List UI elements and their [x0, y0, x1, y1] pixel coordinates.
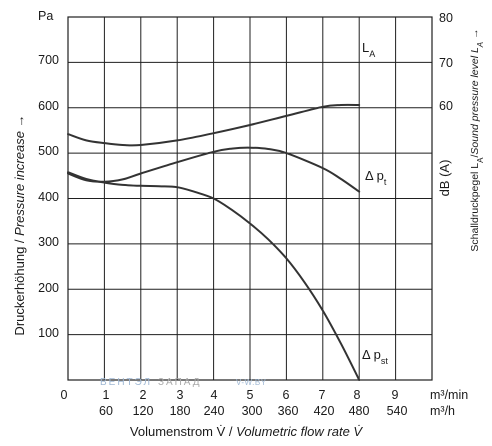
y-right-unit: dB (A)	[437, 160, 452, 197]
xb-tick-360: 360	[278, 404, 299, 418]
x-tick-6: 6	[283, 388, 290, 402]
x-tick-7: 7	[319, 388, 326, 402]
x-bottom-unit: m³/h	[430, 404, 455, 418]
watermark-mid: ЗАПАД	[158, 377, 202, 388]
xb-tick-60: 60	[99, 404, 113, 418]
watermark-left: ВЕНТЭЛ	[100, 377, 152, 388]
xb-tick-540: 540	[387, 404, 408, 418]
xb-tick-240: 240	[204, 404, 225, 418]
plot-frame	[67, 16, 433, 381]
label-dpt: Δ pt	[365, 168, 387, 187]
x-top-ticks: 0 1 2 3 4 5 6 7 8 9 m³/min	[61, 388, 469, 402]
xb-tick-480: 480	[349, 404, 370, 418]
series-line-la	[67, 103, 361, 147]
yr-tick-70: 70	[439, 56, 453, 70]
x-axis-title: Volumenstrom V̇ / Volumetric flow rate V…	[130, 424, 363, 439]
series-line-dpt	[67, 146, 361, 193]
yr-tick-80: 80	[439, 11, 453, 25]
watermark: ВЕНТЭЛ ЗАПАД V-W.BY	[100, 377, 267, 388]
label-la: LA	[362, 40, 375, 59]
series-line-dpst	[67, 171, 361, 381]
x-tick-3: 3	[177, 388, 184, 402]
y-tick-600: 600	[38, 99, 59, 113]
series-labels: LA Δ pt Δ pst	[362, 40, 388, 366]
x-tick-1: 1	[103, 388, 110, 402]
y-tick-700: 700	[38, 53, 59, 67]
xb-tick-120: 120	[133, 404, 154, 418]
y-right-title: Schalldruckpegel LA/Sound pressure level…	[469, 28, 485, 251]
x-tick-2: 2	[140, 388, 147, 402]
curves	[67, 103, 361, 381]
y-tick-400: 400	[38, 190, 59, 204]
x-tick-8: 8	[354, 388, 361, 402]
x-tick-0: 0	[61, 388, 68, 402]
x-top-unit: m³/min	[430, 388, 468, 402]
x-tick-4: 4	[211, 388, 218, 402]
y-right-ticks: 60 70 80	[439, 11, 453, 113]
x-tick-5: 5	[247, 388, 254, 402]
yr-tick-60: 60	[439, 99, 453, 113]
y-left-unit: Pa	[38, 9, 53, 23]
xb-tick-300: 300	[242, 404, 263, 418]
x-bottom-ticks: 60 120 180 240 300 360 420 480 540 m³/h	[99, 404, 455, 418]
y-left-ticks: Pa 100 200 300 400 500 600 700	[38, 9, 59, 340]
xb-tick-420: 420	[314, 404, 335, 418]
xb-tick-180: 180	[170, 404, 191, 418]
label-dpst: Δ pst	[362, 347, 388, 366]
x-tick-9: 9	[392, 388, 399, 402]
y-tick-200: 200	[38, 281, 59, 295]
watermark-right: V-W.BY	[236, 378, 267, 387]
y-left-title: Druckerhöhung / Pressure increase →	[12, 114, 27, 335]
grid-lines	[68, 17, 432, 380]
y-tick-300: 300	[38, 235, 59, 249]
y-tick-100: 100	[38, 326, 59, 340]
y-tick-500: 500	[38, 144, 59, 158]
